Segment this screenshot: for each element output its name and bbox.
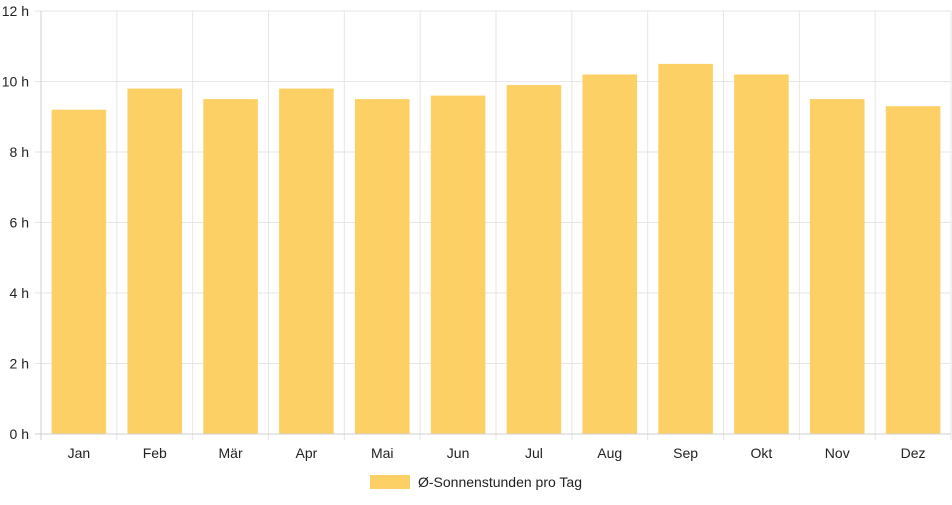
bar-sep[interactable] (658, 63, 713, 434)
bar-jul[interactable] (506, 85, 562, 435)
bar-okt[interactable] (734, 74, 789, 434)
y-tick-label: 2 h (10, 356, 29, 372)
bar-apr[interactable] (279, 88, 334, 435)
bars (51, 63, 941, 435)
grid-lines (35, 10, 952, 440)
x-tick-label: Jul (525, 445, 543, 461)
legend-swatch[interactable] (370, 475, 410, 489)
x-tick-label: Aug (597, 445, 622, 461)
y-tick-label: 8 h (10, 144, 29, 160)
y-tick-label: 12 h (2, 3, 29, 19)
x-tick-label: Feb (143, 445, 167, 461)
bar-nov[interactable] (809, 99, 865, 434)
bar-feb[interactable] (127, 88, 183, 435)
bar-jan[interactable] (51, 109, 107, 434)
bar-aug[interactable] (582, 74, 638, 434)
x-tick-label: Dez (901, 445, 926, 461)
bar-dez[interactable] (885, 106, 941, 435)
x-tick-label: Jan (68, 445, 91, 461)
x-tick-label: Sep (673, 445, 698, 461)
bar-mai[interactable] (354, 99, 410, 434)
x-tick-label: Mai (371, 445, 394, 461)
x-tick-label: Nov (825, 445, 850, 461)
legend[interactable]: Ø-Sonnenstunden pro Tag (370, 474, 582, 490)
x-tick-label: Apr (296, 445, 318, 461)
y-tick-label: 4 h (10, 285, 29, 301)
y-tick-label: 0 h (10, 426, 29, 442)
x-tick-label: Okt (751, 445, 773, 461)
y-tick-label: 10 h (2, 74, 29, 90)
x-tick-label: Jun (447, 445, 470, 461)
legend-label[interactable]: Ø-Sonnenstunden pro Tag (418, 474, 582, 490)
bar-jun[interactable] (430, 95, 486, 434)
y-tick-label: 6 h (10, 215, 29, 231)
bar-mär[interactable] (203, 99, 258, 434)
axes: 0 h 2 h 4 h 6 h 8 h 10 h 12 h Jan Feb Mär Apr Mai Ju… (2, 3, 951, 461)
x-tick-label: Mär (219, 445, 243, 461)
